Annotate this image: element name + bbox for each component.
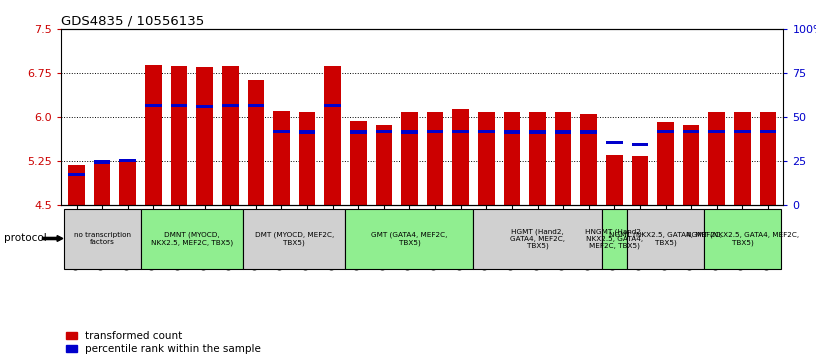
Bar [657, 130, 674, 133]
Bar [171, 66, 188, 205]
Bar [273, 130, 290, 133]
Text: NGMT (NKX2.5, GATA4, MEF2C,
TBX5): NGMT (NKX2.5, GATA4, MEF2C, TBX5) [685, 232, 799, 246]
Bar [760, 113, 776, 205]
Text: GDS4835 / 10556135: GDS4835 / 10556135 [61, 15, 205, 28]
Legend: transformed count, percentile rank within the sample: transformed count, percentile rank withi… [66, 331, 261, 354]
Bar [503, 130, 521, 134]
Bar [401, 130, 418, 134]
Bar [683, 130, 699, 133]
Bar [69, 165, 85, 205]
Bar [473, 209, 601, 269]
Bar [145, 104, 162, 107]
Bar [628, 209, 704, 269]
Bar [580, 130, 597, 134]
Bar [632, 156, 648, 205]
Bar [324, 66, 341, 205]
Bar [632, 143, 648, 146]
Bar [375, 130, 392, 133]
Bar [555, 113, 571, 205]
Bar [119, 159, 136, 162]
Bar [555, 130, 571, 134]
Bar [530, 113, 546, 205]
Bar [427, 130, 443, 133]
Bar [350, 130, 366, 134]
Text: HGMT (Hand2,
GATA4, MEF2C,
TBX5): HGMT (Hand2, GATA4, MEF2C, TBX5) [510, 228, 565, 249]
Bar [324, 104, 341, 107]
Bar [247, 80, 264, 205]
Bar [119, 159, 136, 205]
Bar [64, 209, 140, 269]
Bar [273, 111, 290, 205]
Bar [734, 113, 751, 205]
Bar [243, 209, 345, 269]
Text: DMNT (MYOCD,
NKX2.5, MEF2C, TBX5): DMNT (MYOCD, NKX2.5, MEF2C, TBX5) [151, 232, 233, 246]
Bar [704, 209, 781, 269]
Bar [478, 130, 494, 133]
Bar [197, 67, 213, 205]
Text: protocol: protocol [4, 233, 47, 244]
Bar [345, 209, 473, 269]
Text: NGMT (NKX2.5, GATA4, MEF2C,
TBX5): NGMT (NKX2.5, GATA4, MEF2C, TBX5) [609, 232, 722, 246]
Text: HNGMT (Hand2,
NKX2.5, GATA4,
MEF2C, TBX5): HNGMT (Hand2, NKX2.5, GATA4, MEF2C, TBX5… [585, 228, 644, 249]
Bar [530, 130, 546, 134]
Bar [760, 130, 776, 133]
Bar [606, 155, 623, 205]
Bar [145, 65, 162, 205]
Bar [580, 114, 597, 205]
Bar [375, 125, 392, 205]
Bar [606, 141, 623, 144]
Bar [69, 173, 85, 176]
Text: GMT (GATA4, MEF2C,
TBX5): GMT (GATA4, MEF2C, TBX5) [371, 232, 448, 246]
Bar [140, 209, 243, 269]
Bar [734, 130, 751, 133]
Bar [708, 130, 725, 133]
Bar [94, 160, 110, 164]
Bar [299, 113, 315, 205]
Bar [350, 121, 366, 205]
Bar [222, 104, 238, 107]
Bar [197, 105, 213, 108]
Bar [478, 113, 494, 205]
Bar [708, 113, 725, 205]
Bar [683, 125, 699, 205]
Bar [247, 104, 264, 107]
Bar [427, 113, 443, 205]
Bar [503, 113, 521, 205]
Bar [452, 130, 469, 133]
Bar [601, 209, 628, 269]
Bar [452, 109, 469, 205]
Bar [401, 113, 418, 205]
Text: DMT (MYOCD, MEF2C,
TBX5): DMT (MYOCD, MEF2C, TBX5) [255, 232, 334, 246]
Bar [299, 130, 315, 134]
Text: no transcription
factors: no transcription factors [73, 232, 131, 245]
Bar [657, 122, 674, 205]
Bar [94, 161, 110, 205]
Bar [222, 66, 238, 205]
Bar [171, 104, 188, 107]
